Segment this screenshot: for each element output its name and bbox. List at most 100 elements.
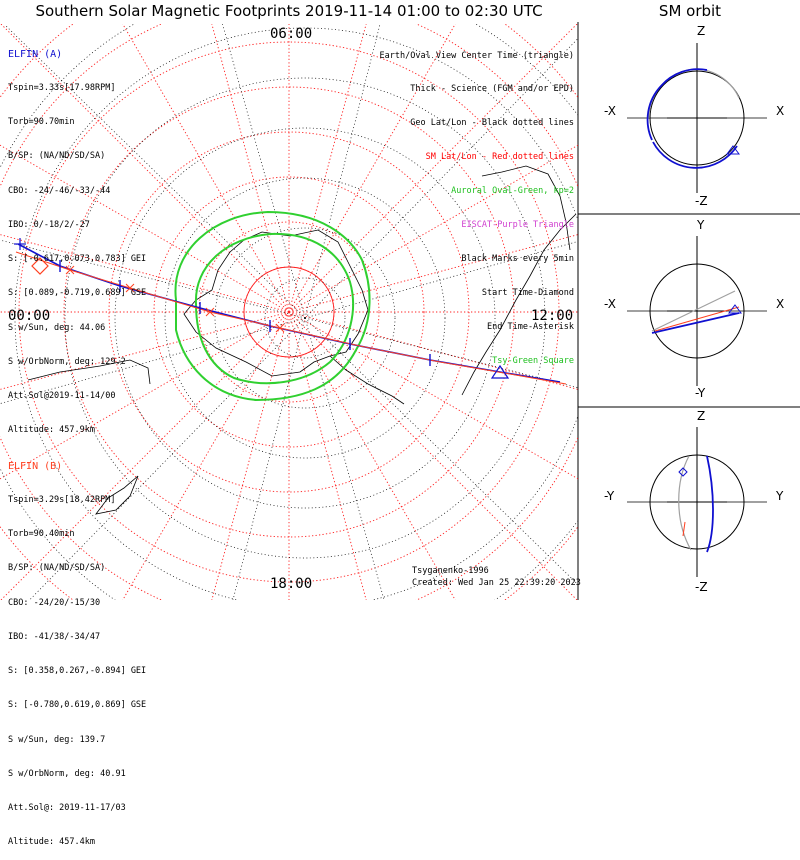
mlt-spoke — [211, 24, 290, 313]
elfin-b-start-diamond — [31, 257, 49, 275]
orbit-path-gray — [651, 290, 736, 332]
panel2-right-label: X — [776, 297, 785, 311]
elfin-b-5min-mark — [205, 307, 215, 317]
elfin-a-line: B/SP: (NA/ND/SD/SA) — [8, 151, 106, 162]
elfin-a-line: Tspin=3.33s[17.98RPM] — [8, 83, 116, 94]
orbit-triangle — [726, 145, 740, 155]
mlt-spoke — [288, 24, 456, 313]
geo-meridian — [0, 239, 306, 319]
mlt-spoke — [288, 24, 578, 313]
orbit-path-a — [652, 141, 738, 169]
legend-item: Start Time-Diamond — [481, 287, 574, 298]
panel3-left-label: -Y — [604, 489, 615, 503]
geo-latitude-ring — [14, 27, 578, 600]
model-label: Tsyganenko-1996 — [412, 566, 489, 576]
panel2-top-label: Y — [697, 218, 705, 232]
elfin-b-5min-mark — [275, 323, 285, 333]
mlt-spoke — [122, 311, 290, 600]
mlt-spoke — [288, 144, 578, 313]
legend: Earth/Oval View Center Time (triangle) T… — [380, 28, 574, 378]
geo-meridian — [29, 317, 306, 600]
geo-latitude-ring — [114, 127, 496, 509]
elfin-b-5min-mark — [125, 283, 135, 293]
mlt-label-right: 12:00 — [531, 308, 574, 324]
mlt-spoke — [288, 234, 578, 313]
legend-item: Auroral Oval-Green, kp=2 — [451, 186, 574, 197]
earth-circle — [649, 454, 745, 550]
geo-latitude-ring — [64, 77, 546, 559]
mlt-label-left: 00:00 — [8, 308, 51, 324]
legend-item: Thick - Science (FGM and/or EPD) — [410, 84, 574, 95]
mlt-spoke — [0, 311, 290, 480]
elfin-b-line: IBO: -41/38/-34/47 — [8, 631, 101, 642]
legend-item: SM Lat/Lon - Red dotted lines — [425, 152, 574, 163]
mlt-spoke — [288, 311, 367, 600]
elfin-a-line: S w/OrbNorm, deg: 129.2 — [8, 356, 126, 367]
elfin-a-line: CBO: -24/-46/-33/-44 — [8, 185, 111, 196]
earth-circle — [649, 70, 745, 166]
legend-item: End Time-Asterisk — [487, 321, 574, 332]
mlt-label-top: 06:00 — [270, 26, 313, 42]
elfin-b-line: S: [-0.780,0.619,0.869] GSE — [8, 700, 147, 711]
created-label: Created: Wed Jan 25 22:39:20 2023 — [412, 578, 581, 588]
panel1-bottom-label: -Z — [695, 194, 708, 208]
geo-meridian — [304, 241, 578, 319]
legend-item: EISCAT-Purple Triangle — [461, 220, 574, 231]
elfin-b-name: ELFIN (B) — [8, 460, 63, 472]
mlt-spoke — [211, 311, 290, 600]
mlt-spoke — [0, 311, 290, 390]
antarctic-peninsula-coastline — [329, 355, 405, 405]
orbit-path-b — [682, 521, 686, 537]
orbit-path-a — [706, 455, 714, 553]
elfin-a-line: Att.Sol@2019-11-14/00 — [8, 391, 116, 401]
mlt-spoke — [0, 234, 290, 313]
elfin-a-info: ELFIN (A) Tspin=3.33s[17.98RPM] Torb=90.… — [8, 26, 146, 448]
mlt-spoke — [0, 311, 290, 600]
panel3-top-label: Z — [697, 409, 706, 423]
view-center-triangle — [490, 364, 510, 379]
south-america-coastline — [461, 213, 577, 396]
elfin-b-5min-mark — [65, 265, 75, 275]
mlt-spoke — [288, 24, 367, 313]
elfin-a-name: ELFIN (A) — [8, 48, 63, 60]
elfin-b-line: Altitude: 457.4km — [8, 837, 95, 848]
geo-meridian — [222, 24, 306, 319]
orbit-path-gray — [648, 68, 740, 119]
panel2-left-label: -X — [604, 297, 616, 311]
elfin-b-info: ELFIN (B) Tspin=3.29s[18.42RPM] Torb=90.… — [8, 438, 146, 860]
elfin-b-line: S: [0.358,0.267,-0.894] GEI — [8, 666, 147, 677]
elfin-a-line: IBO: 0/-18/2/-27 — [8, 219, 90, 230]
panel1-left-label: -X — [604, 104, 616, 118]
elfin-b-line: CBO: -24/20/-15/30 — [8, 597, 101, 608]
geo-meridian — [304, 317, 578, 389]
geo-latitude-ring — [164, 177, 446, 459]
panel2-bottom-label: -Y — [695, 386, 706, 400]
elfin-a-line: S: [-0.617,0.073,0.783] GEI — [8, 254, 147, 265]
elfin-a-line: S: [0.089,-0.719,0.689] GSE — [8, 288, 147, 299]
elfin-b-line: Torb=90.40min — [8, 529, 75, 540]
legend-item: Tsy-Green Square — [492, 355, 574, 366]
geo-meridian — [304, 37, 578, 319]
geo-meridian — [232, 317, 306, 600]
geo-latitude-ring — [264, 277, 346, 359]
orbit-start-diamond — [678, 467, 688, 477]
legend-item: Black Marks every 5min — [461, 253, 574, 264]
earth-circle — [649, 263, 745, 359]
geo-meridian — [304, 317, 578, 586]
new-zealand-coastline — [95, 475, 139, 515]
mlt-spoke — [288, 311, 578, 390]
mlt-spoke — [122, 24, 290, 313]
geo-meridian — [0, 317, 306, 404]
sm-orbit-title: SM orbit — [658, 2, 722, 20]
sm-latitude-ring — [198, 221, 380, 403]
panel3-bottom-label: -Z — [695, 580, 708, 594]
elfin-b-line: Tspin=3.29s[18.42RPM] — [8, 495, 116, 506]
elfin-b-line: S w/OrbNorm, deg: 40.91 — [8, 768, 126, 779]
legend-item: Earth/Oval View Center Time (triangle) — [379, 50, 574, 61]
mlt-label-bottom: 18:00 — [270, 576, 313, 592]
elfin-b-line: Att.Sol@: 2019-11-17/03 — [8, 803, 126, 813]
mlt-spoke — [0, 24, 290, 313]
elfin-a-line: S w/Sun, deg: 44.06 — [8, 322, 106, 333]
panel1-top-label: Z — [697, 24, 706, 38]
page-title: Southern Solar Magnetic Footprints 2019-… — [35, 2, 543, 20]
